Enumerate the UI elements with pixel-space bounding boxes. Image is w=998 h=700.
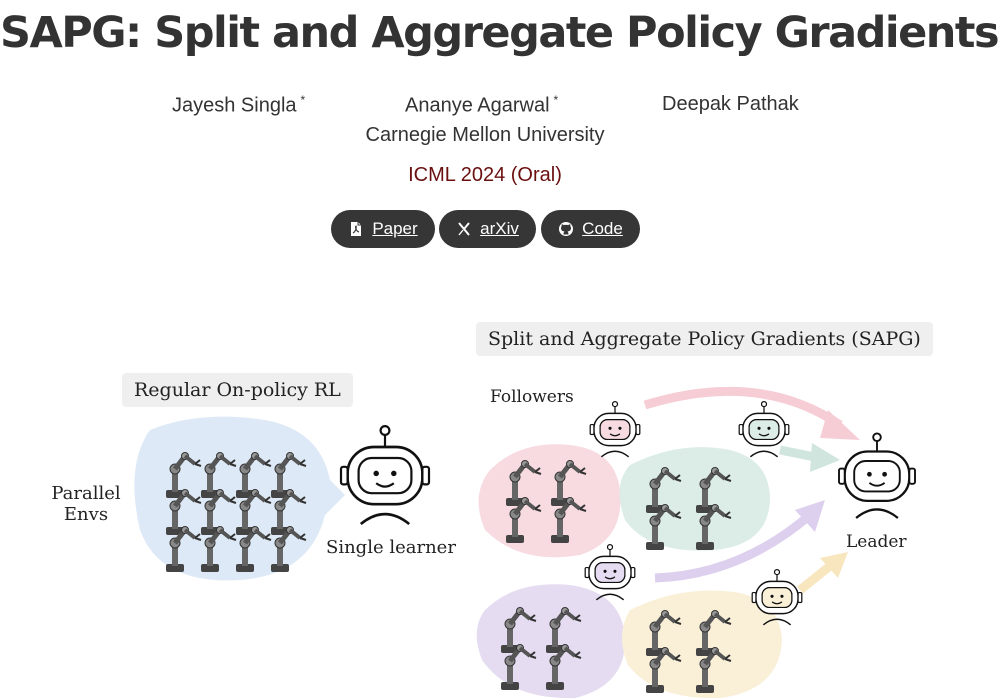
venue: ICML 2024 (Oral): [408, 164, 562, 186]
author-name: Jayesh Singla: [172, 94, 297, 117]
author-2[interactable]: Ananye Agarwal *: [405, 93, 558, 118]
arxiv-button[interactable]: arXiv: [439, 210, 536, 248]
paper-button[interactable]: Paper: [331, 210, 435, 248]
purple-arrow: [654, 511, 813, 583]
author-name: Ananye Agarwal: [405, 94, 550, 117]
pdf-icon: [351, 222, 362, 236]
followers-label: Followers: [490, 387, 574, 407]
arxiv-button-label: arXiv: [480, 219, 519, 238]
parallel-envs-region: [134, 416, 345, 581]
follower-robot-purple-icon: [584, 543, 636, 601]
code-button-label: Code: [582, 219, 623, 238]
method-figure: [134, 386, 917, 699]
single-learner-label: Single learner: [326, 537, 456, 558]
follower-robot-pink-icon: [589, 400, 641, 458]
paper-button-label: Paper: [372, 219, 418, 238]
parallel-envs-label-line-2: Envs: [63, 504, 109, 525]
affiliation: Carnegie Mellon University: [365, 124, 605, 146]
follower-robot-green-icon: [738, 400, 790, 458]
equal-contribution-mark: *: [300, 93, 306, 107]
pink-arrow: [643, 386, 843, 429]
page-title: SAPG: Split and Aggregate Policy Gradien…: [0, 8, 998, 58]
parallel-envs-label-line-1: Parallel: [51, 483, 121, 504]
leader-label: Leader: [846, 532, 907, 552]
follower-region-pink: [478, 444, 621, 558]
follower-robot-yellow-icon: [751, 568, 803, 626]
github-icon: [559, 222, 574, 236]
leader-robot-icon: [837, 432, 917, 520]
author-name: Deepak Pathak: [662, 93, 799, 115]
follower-region-green: [619, 447, 770, 551]
arxiv-icon: [458, 222, 470, 236]
right-panel-title: Split and Aggregate Policy Gradients (SA…: [476, 322, 933, 356]
author-3[interactable]: Deepak Pathak: [662, 93, 799, 116]
follower-region-purple: [476, 584, 626, 699]
author-1[interactable]: Jayesh Singla *: [172, 93, 305, 118]
left-panel-title: Regular On-policy RL: [122, 373, 353, 407]
single-learner-robot-icon: [339, 424, 431, 526]
equal-contribution-mark: *: [553, 93, 559, 107]
parallel-envs-label: Parallel Envs: [44, 483, 128, 525]
code-button[interactable]: Code: [541, 210, 640, 248]
